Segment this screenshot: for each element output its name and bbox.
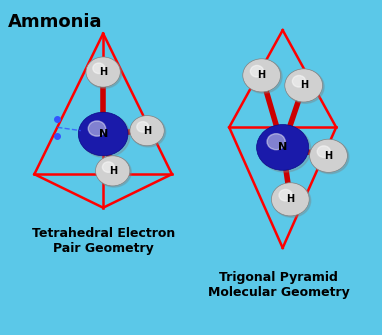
Circle shape: [243, 59, 280, 92]
Circle shape: [88, 121, 105, 136]
Text: N: N: [278, 142, 287, 152]
Circle shape: [96, 156, 130, 186]
Circle shape: [244, 60, 282, 93]
Circle shape: [309, 139, 347, 173]
Circle shape: [286, 70, 324, 103]
Text: H: H: [286, 194, 295, 204]
Circle shape: [257, 125, 309, 170]
Circle shape: [267, 134, 285, 150]
Circle shape: [80, 114, 130, 157]
Text: H: H: [324, 151, 333, 161]
Text: Ammonia: Ammonia: [8, 13, 102, 31]
Circle shape: [285, 69, 322, 102]
Text: H: H: [108, 166, 117, 176]
Circle shape: [271, 183, 309, 216]
Circle shape: [311, 140, 349, 174]
Circle shape: [102, 162, 115, 173]
Circle shape: [317, 146, 330, 157]
Circle shape: [86, 57, 120, 87]
Text: H: H: [143, 126, 151, 136]
Text: H: H: [299, 80, 308, 90]
Circle shape: [250, 65, 264, 77]
Circle shape: [130, 116, 164, 146]
Circle shape: [93, 63, 105, 74]
Circle shape: [273, 184, 311, 217]
Text: H: H: [257, 70, 266, 80]
Text: H: H: [99, 67, 107, 77]
Circle shape: [97, 157, 131, 187]
Circle shape: [279, 189, 292, 201]
Text: Tetrahedral Electron
Pair Geometry: Tetrahedral Electron Pair Geometry: [31, 227, 175, 255]
Circle shape: [78, 112, 128, 156]
Circle shape: [137, 122, 149, 132]
Circle shape: [131, 117, 166, 147]
Circle shape: [259, 126, 311, 172]
Text: Trigonal Pyramid
Molecular Geometry: Trigonal Pyramid Molecular Geometry: [208, 271, 350, 299]
Circle shape: [292, 75, 306, 87]
Circle shape: [87, 58, 122, 88]
Text: N: N: [99, 129, 108, 139]
